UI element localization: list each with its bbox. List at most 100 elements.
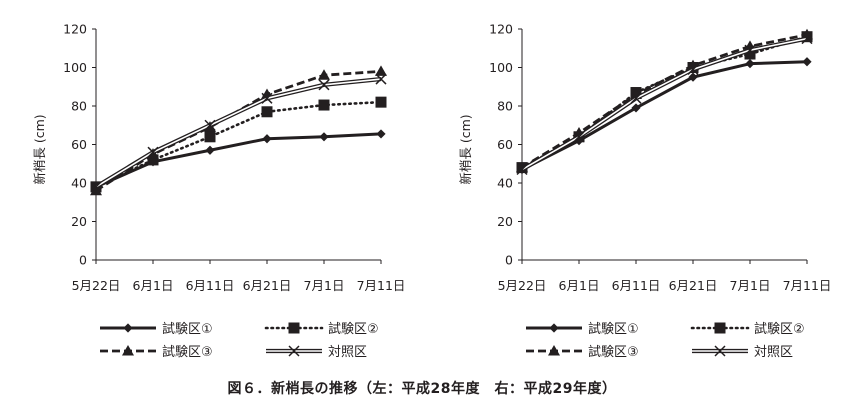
legend-label: 対照区 [328,345,367,360]
series-line [95,69,382,192]
data-point [573,131,585,143]
y-tick-label: 120 [489,22,513,37]
y-axis-label: 新梢長 (cm) [32,114,47,184]
legend: 試験区① 試験区② 試験区③ 対照区 [526,321,805,360]
x-tick-label: 5月22日 [72,278,121,293]
legend-item: 試験区③ [100,344,213,360]
x-marker-stroke [630,92,642,104]
legend-label: 試験区② [754,321,805,337]
data-point [688,72,698,82]
x-marker-stroke [714,345,726,357]
data-point [516,163,528,176]
x-tick-label: 7月11日 [357,278,406,293]
legend-marker [714,322,726,334]
y-tick-label: 40 [497,176,513,191]
legend-item: 対照区 [692,345,793,360]
data-point [205,145,215,155]
x-marker-stroke [744,44,756,56]
x-marker-stroke [573,131,585,143]
y-tick-label: 40 [71,176,87,191]
x-tick-label: 5月22日 [498,278,547,293]
y-tick-label: 120 [63,22,87,37]
series-2 [516,31,813,174]
legend-label: 試験区② [328,321,379,337]
legend-marker [714,345,726,357]
legend-marker [549,323,559,333]
y-tick-label: 100 [63,60,87,75]
legend-item: 試験区② [690,321,805,337]
data-point [375,73,387,85]
data-point [204,119,216,131]
data-point [147,154,159,166]
y-tick-label: 60 [497,137,513,152]
x-marker-stroke [516,163,528,176]
chart-2: 0 20 40 60 80 100 120 5月22日 6月1日 6月11日 6月21日 7月1日 7月… [458,22,831,361]
chart-1: 0 20 40 60 80 100 120 5月22日 6月1日 6月11日 6月21日 7月1日 7月… [32,22,405,361]
series-1 [517,57,812,175]
legend-label: 試験区③ [588,344,639,360]
legend-marker [288,345,300,357]
series-line [94,100,383,189]
x-marker-stroke [318,79,330,91]
legend-marker [123,323,133,333]
data-point [744,48,756,60]
data-point [802,57,812,67]
data-point [375,96,387,108]
x-tick-label: 6月1日 [133,278,174,293]
legend-item: 試験区② [264,321,379,337]
data-point [319,132,329,142]
series-line [521,60,808,171]
y-tick-label: 60 [71,137,87,152]
series-line [94,76,382,189]
data-point [262,134,272,144]
y-tick-label: 20 [497,214,513,229]
y-tick-label: 80 [71,99,87,114]
legend-label: 対照区 [754,345,793,360]
x-tick-label: 6月11日 [186,278,235,293]
legend-label: 試験区① [588,321,639,337]
legend-label: 試験区③ [162,344,213,360]
x-marker-stroke [204,119,216,131]
legend-marker [288,322,300,334]
x-tick-label: 7月1日 [730,278,771,293]
y-tick-label: 20 [71,214,87,229]
legend-item: 試験区① [526,321,639,337]
series-line-inner [95,78,382,188]
legend: 試験区① 試験区② 試験区③ 対照区 [100,321,379,360]
data-point [90,184,102,196]
x-tick-label: 6月1日 [559,278,600,293]
data-point [318,79,330,91]
y-tick-label: 0 [505,253,513,268]
series-line [520,36,808,172]
x-marker-stroke [801,33,813,45]
series-line [521,33,808,169]
data-point [318,69,330,80]
x-tick-label: 7月11日 [783,278,832,293]
series-4 [90,73,387,193]
x-tick-label: 6月21日 [243,278,292,293]
series-4 [516,33,813,176]
series-line-inner [521,37,808,171]
series-line [95,132,382,189]
legend-marker [548,345,560,356]
data-point [687,63,699,75]
legend-item: 試験区③ [526,344,639,360]
x-tick-label: 7月1日 [304,278,345,293]
data-point [745,59,755,69]
legend-marker [122,345,134,356]
x-marker-stroke [288,345,300,357]
data-point [375,65,387,76]
data-point [631,103,641,113]
y-axis-label: 新梢長 (cm) [458,114,473,184]
legend-item: 対照区 [266,345,367,360]
x-tick-label: 6月11日 [612,278,661,293]
y-tick-label: 100 [489,60,513,75]
x-marker-stroke [90,181,102,193]
data-point [147,146,159,158]
data-point [90,181,102,193]
data-point [261,92,273,104]
data-point [204,131,216,143]
legend-label: 試験区① [162,321,213,337]
x-marker-stroke [147,146,159,158]
